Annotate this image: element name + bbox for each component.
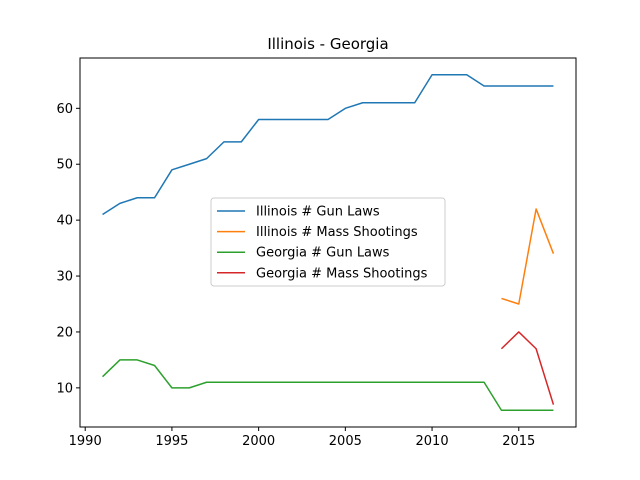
y-tick-label: 50 — [56, 158, 73, 173]
x-tick-label: 2015 — [502, 434, 535, 449]
x-tick-label: 1995 — [155, 434, 188, 449]
x-tick-label: 2010 — [416, 434, 449, 449]
y-tick-label: 10 — [56, 381, 73, 396]
legend-box — [210, 197, 446, 287]
y-axis: 10 20 30 40 50 60 — [56, 102, 80, 396]
y-tick-label: 30 — [56, 270, 73, 285]
y-tick-label: 40 — [56, 214, 73, 229]
series-line-0 — [102, 74, 554, 216]
legend-label: Illinois # Mass Shootings — [256, 225, 418, 240]
chart-title: Illinois - Georgia — [267, 35, 388, 53]
plot-frame — [79, 57, 577, 428]
series-layer — [102, 74, 555, 411]
y-tick-label: 20 — [56, 325, 73, 340]
series-line-2 — [102, 359, 554, 411]
series-line-1 — [501, 208, 555, 305]
x-tick-label: 1990 — [69, 434, 102, 449]
series-line-3 — [500, 331, 555, 405]
legend-label: Illinois # Gun Laws — [256, 205, 380, 220]
x-tick-label: 2005 — [329, 434, 362, 449]
x-axis: 1990 1995 2000 2005 2010 2015 — [69, 427, 535, 449]
x-tick-label: 2000 — [242, 434, 275, 449]
legend-label: Georgia # Gun Laws — [256, 246, 390, 261]
y-tick-label: 60 — [56, 102, 73, 117]
legend-label: Georgia # Mass Shootings — [256, 266, 428, 281]
legend: Illinois # Gun Laws Illinois # Mass Shoot… — [210, 197, 446, 287]
